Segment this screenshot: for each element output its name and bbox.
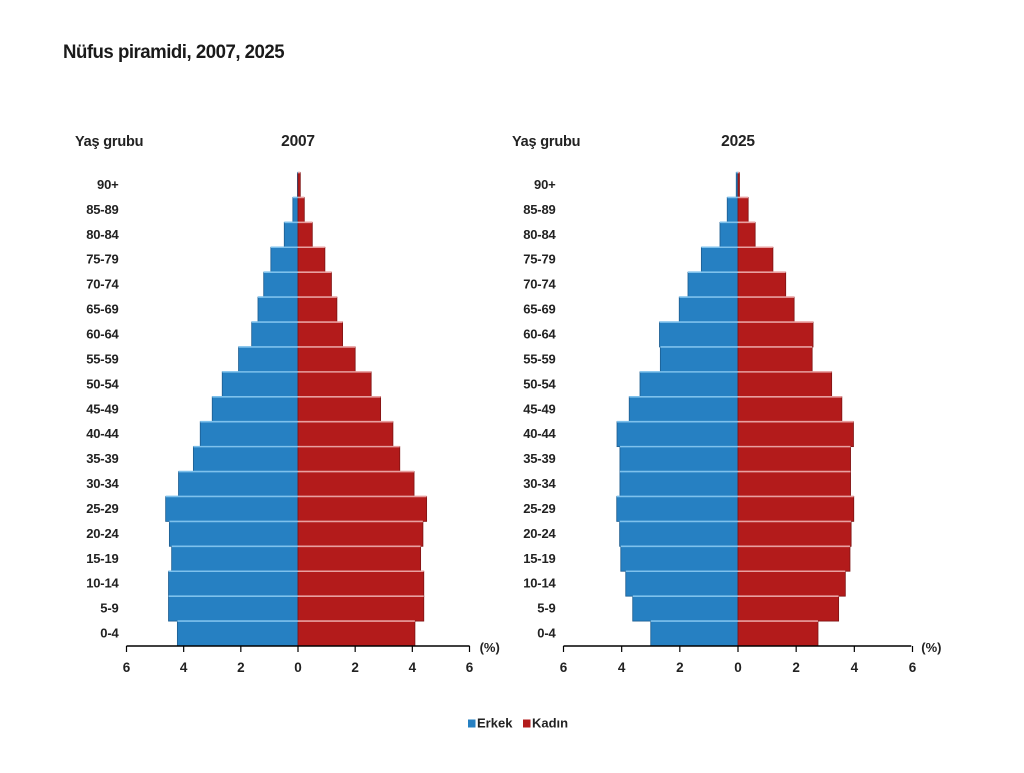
svg-text:20-24: 20-24 <box>86 526 119 541</box>
svg-text:6: 6 <box>560 660 568 675</box>
svg-text:5-9: 5-9 <box>100 601 118 616</box>
svg-text:Yaş grubu: Yaş grubu <box>75 134 143 150</box>
svg-text:90+: 90+ <box>534 177 556 192</box>
svg-text:0: 0 <box>294 660 302 675</box>
svg-text:10-14: 10-14 <box>86 576 119 591</box>
svg-text:6: 6 <box>123 660 131 675</box>
svg-text:85-89: 85-89 <box>523 202 555 217</box>
svg-text:30-34: 30-34 <box>86 476 119 491</box>
svg-text:4: 4 <box>618 660 626 675</box>
svg-text:0-4: 0-4 <box>537 626 556 641</box>
svg-text:Erkek: Erkek <box>477 716 513 731</box>
svg-text:2007: 2007 <box>281 133 315 150</box>
svg-text:75-79: 75-79 <box>86 252 118 267</box>
svg-text:2: 2 <box>792 660 800 675</box>
svg-text:55-59: 55-59 <box>523 351 555 366</box>
svg-text:40-44: 40-44 <box>523 426 556 441</box>
svg-text:5-9: 5-9 <box>537 601 555 616</box>
svg-text:35-39: 35-39 <box>86 451 118 466</box>
svg-text:65-69: 65-69 <box>523 302 555 317</box>
svg-text:6: 6 <box>466 660 474 675</box>
svg-text:15-19: 15-19 <box>86 551 118 566</box>
svg-text:35-39: 35-39 <box>523 451 555 466</box>
svg-text:40-44: 40-44 <box>86 426 119 441</box>
svg-text:10-14: 10-14 <box>523 576 556 591</box>
svg-text:0-4: 0-4 <box>100 626 119 641</box>
svg-text:90+: 90+ <box>97 177 119 192</box>
svg-text:50-54: 50-54 <box>523 376 556 391</box>
svg-text:2: 2 <box>351 660 359 675</box>
svg-text:0: 0 <box>734 660 742 675</box>
svg-text:65-69: 65-69 <box>86 302 118 317</box>
svg-text:Kadın: Kadın <box>532 716 568 731</box>
svg-text:25-29: 25-29 <box>523 501 555 516</box>
svg-text:(%): (%) <box>480 640 500 655</box>
svg-text:4: 4 <box>851 660 859 675</box>
svg-text:70-74: 70-74 <box>86 277 119 292</box>
svg-text:55-59: 55-59 <box>86 351 118 366</box>
svg-text:20-24: 20-24 <box>523 526 556 541</box>
svg-text:25-29: 25-29 <box>86 501 118 516</box>
svg-text:75-79: 75-79 <box>523 252 555 267</box>
svg-text:4: 4 <box>409 660 417 675</box>
svg-text:2: 2 <box>676 660 684 675</box>
svg-text:70-74: 70-74 <box>523 277 556 292</box>
svg-text:80-84: 80-84 <box>523 227 556 242</box>
svg-text:50-54: 50-54 <box>86 376 119 391</box>
svg-text:6: 6 <box>909 660 917 675</box>
svg-text:Yaş grubu: Yaş grubu <box>512 134 580 150</box>
svg-text:2025: 2025 <box>721 133 755 150</box>
svg-text:60-64: 60-64 <box>86 326 119 341</box>
svg-text:(%): (%) <box>921 640 941 655</box>
svg-text:15-19: 15-19 <box>523 551 555 566</box>
svg-text:4: 4 <box>180 660 188 675</box>
svg-text:60-64: 60-64 <box>523 326 556 341</box>
svg-text:85-89: 85-89 <box>86 202 118 217</box>
svg-text:30-34: 30-34 <box>523 476 556 491</box>
svg-text:2: 2 <box>237 660 245 675</box>
svg-text:45-49: 45-49 <box>523 401 555 416</box>
svg-text:45-49: 45-49 <box>86 401 118 416</box>
svg-text:80-84: 80-84 <box>86 227 119 242</box>
